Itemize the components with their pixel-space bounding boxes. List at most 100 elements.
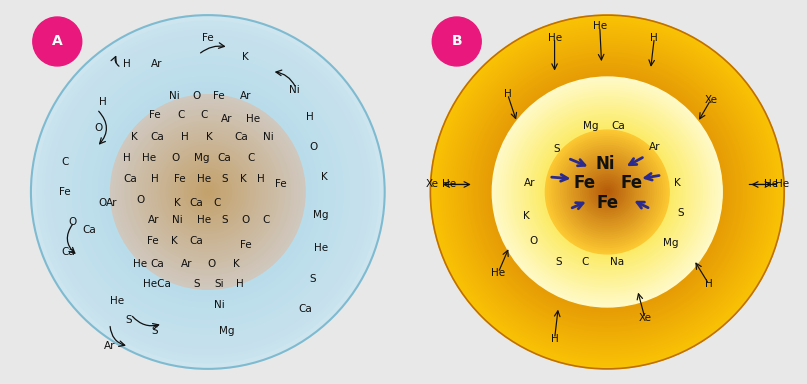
Text: C: C bbox=[178, 110, 185, 120]
Circle shape bbox=[479, 64, 735, 320]
Circle shape bbox=[48, 33, 367, 351]
Circle shape bbox=[175, 160, 240, 224]
Text: Ar: Ar bbox=[240, 91, 251, 101]
Text: C: C bbox=[214, 198, 221, 208]
Circle shape bbox=[594, 179, 621, 205]
Circle shape bbox=[193, 177, 223, 207]
Circle shape bbox=[501, 86, 713, 298]
Circle shape bbox=[433, 17, 782, 367]
Text: H: H bbox=[123, 59, 131, 69]
Text: Ar: Ar bbox=[221, 114, 232, 124]
Circle shape bbox=[40, 24, 376, 360]
Text: He: He bbox=[246, 114, 260, 124]
Text: Ar: Ar bbox=[104, 341, 115, 351]
Circle shape bbox=[52, 36, 364, 348]
Circle shape bbox=[146, 130, 270, 254]
Text: O: O bbox=[241, 215, 249, 225]
Text: He: He bbox=[776, 179, 789, 189]
Circle shape bbox=[105, 89, 311, 295]
Circle shape bbox=[534, 119, 680, 265]
Text: C: C bbox=[61, 157, 69, 167]
Circle shape bbox=[528, 113, 687, 271]
Text: Ca: Ca bbox=[235, 132, 249, 142]
Circle shape bbox=[72, 56, 344, 328]
Circle shape bbox=[574, 159, 641, 225]
Circle shape bbox=[468, 53, 746, 331]
Circle shape bbox=[33, 17, 82, 66]
Circle shape bbox=[581, 166, 633, 218]
Circle shape bbox=[548, 132, 667, 252]
Circle shape bbox=[550, 134, 665, 250]
Circle shape bbox=[155, 139, 261, 245]
Text: Ar: Ar bbox=[182, 258, 193, 268]
Text: Mg: Mg bbox=[313, 210, 328, 220]
Circle shape bbox=[433, 17, 481, 66]
Circle shape bbox=[166, 151, 249, 233]
Circle shape bbox=[576, 161, 638, 223]
Circle shape bbox=[530, 114, 684, 270]
Text: A: A bbox=[52, 35, 63, 48]
Circle shape bbox=[600, 185, 614, 199]
Text: O: O bbox=[529, 236, 538, 246]
Circle shape bbox=[495, 79, 720, 305]
Circle shape bbox=[134, 118, 282, 266]
Circle shape bbox=[190, 174, 225, 210]
Text: Fe: Fe bbox=[213, 91, 225, 101]
Circle shape bbox=[184, 169, 232, 215]
Circle shape bbox=[603, 187, 612, 197]
Circle shape bbox=[605, 190, 609, 194]
Circle shape bbox=[93, 77, 323, 307]
Circle shape bbox=[98, 83, 317, 301]
Circle shape bbox=[205, 189, 211, 195]
Circle shape bbox=[472, 57, 742, 327]
Circle shape bbox=[46, 30, 370, 354]
Circle shape bbox=[475, 60, 740, 324]
Text: H: H bbox=[151, 174, 159, 184]
Text: K: K bbox=[242, 51, 249, 61]
Text: H: H bbox=[182, 132, 189, 142]
Circle shape bbox=[31, 15, 385, 369]
Circle shape bbox=[590, 174, 625, 210]
Circle shape bbox=[173, 157, 243, 227]
Circle shape bbox=[561, 146, 654, 238]
Text: He: He bbox=[441, 179, 456, 189]
Circle shape bbox=[554, 139, 660, 245]
Text: Fe: Fe bbox=[202, 33, 214, 43]
Circle shape bbox=[541, 126, 674, 258]
Text: S: S bbox=[555, 257, 562, 266]
Circle shape bbox=[521, 106, 693, 278]
Circle shape bbox=[512, 97, 702, 287]
Text: H: H bbox=[123, 153, 131, 163]
Text: C: C bbox=[200, 110, 207, 120]
Text: Ni: Ni bbox=[262, 132, 274, 142]
Circle shape bbox=[169, 154, 246, 230]
Circle shape bbox=[499, 84, 716, 300]
Text: K: K bbox=[232, 258, 240, 268]
Circle shape bbox=[457, 41, 758, 343]
Text: Ca: Ca bbox=[612, 121, 625, 131]
Circle shape bbox=[444, 28, 771, 356]
Circle shape bbox=[519, 104, 696, 280]
Text: Ni: Ni bbox=[289, 85, 299, 95]
Circle shape bbox=[505, 90, 709, 294]
Circle shape bbox=[140, 124, 276, 260]
Circle shape bbox=[64, 48, 352, 336]
Text: Ni: Ni bbox=[214, 300, 224, 310]
Circle shape bbox=[448, 33, 767, 351]
Circle shape bbox=[532, 117, 683, 267]
Text: Ni: Ni bbox=[169, 91, 179, 101]
Text: H: H bbox=[236, 279, 244, 289]
Circle shape bbox=[69, 53, 346, 331]
Circle shape bbox=[116, 101, 299, 283]
Text: O: O bbox=[98, 198, 107, 208]
Circle shape bbox=[450, 35, 764, 349]
Text: H: H bbox=[504, 89, 512, 99]
Text: H: H bbox=[550, 334, 558, 344]
Circle shape bbox=[587, 172, 627, 212]
Circle shape bbox=[78, 62, 337, 322]
Text: Fe: Fe bbox=[59, 187, 71, 197]
Text: Mg: Mg bbox=[219, 326, 234, 336]
Circle shape bbox=[563, 148, 651, 236]
Text: O: O bbox=[192, 91, 201, 101]
Circle shape bbox=[525, 110, 689, 274]
